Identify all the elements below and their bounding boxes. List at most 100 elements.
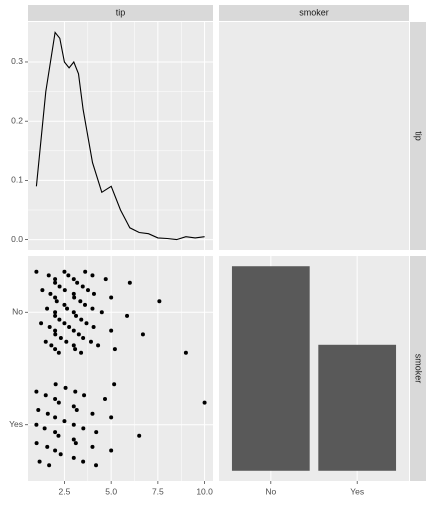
point bbox=[71, 328, 76, 333]
point bbox=[71, 455, 76, 460]
point bbox=[81, 336, 86, 341]
point bbox=[45, 411, 50, 416]
point bbox=[53, 347, 58, 352]
point bbox=[109, 328, 114, 333]
strip-label: tip bbox=[414, 131, 424, 141]
point bbox=[112, 382, 117, 387]
point bbox=[99, 310, 104, 315]
density-line bbox=[35, 31, 205, 241]
point bbox=[79, 317, 84, 322]
point bbox=[47, 324, 52, 329]
point bbox=[53, 332, 58, 337]
point bbox=[53, 396, 58, 401]
point bbox=[71, 277, 76, 282]
point bbox=[53, 415, 58, 420]
strip-label: smoker bbox=[414, 354, 424, 384]
point bbox=[67, 324, 72, 329]
point bbox=[78, 299, 83, 304]
point bbox=[53, 310, 58, 315]
point bbox=[53, 448, 58, 453]
point bbox=[45, 306, 50, 311]
point bbox=[88, 339, 93, 344]
point bbox=[49, 343, 54, 348]
point bbox=[91, 291, 96, 296]
point bbox=[112, 347, 117, 352]
point bbox=[82, 393, 87, 398]
point bbox=[43, 339, 48, 344]
x-tick-label: 7.5 bbox=[152, 486, 164, 496]
y-tick-label: 0.0 bbox=[11, 234, 23, 244]
point bbox=[74, 313, 79, 318]
point bbox=[85, 288, 90, 293]
strip bbox=[28, 5, 213, 21]
point bbox=[53, 280, 58, 285]
strip bbox=[219, 5, 409, 21]
point bbox=[34, 269, 39, 274]
y-tick-label: Yes bbox=[9, 419, 23, 429]
point bbox=[64, 339, 69, 344]
point bbox=[58, 336, 63, 341]
x-tick-label: Yes bbox=[350, 486, 364, 496]
point bbox=[71, 422, 76, 427]
point bbox=[90, 411, 95, 416]
x-tick-label: 2.5 bbox=[59, 486, 71, 496]
point bbox=[84, 321, 89, 326]
point bbox=[81, 459, 86, 464]
point bbox=[94, 463, 99, 468]
x-tick-label: No bbox=[265, 486, 276, 496]
y-tick-label: No bbox=[12, 307, 23, 317]
point bbox=[63, 385, 68, 390]
point bbox=[109, 415, 114, 420]
point bbox=[62, 288, 67, 293]
point bbox=[71, 437, 76, 442]
point bbox=[137, 433, 142, 438]
point bbox=[102, 396, 107, 401]
point bbox=[157, 299, 162, 304]
point bbox=[46, 273, 51, 278]
point bbox=[43, 393, 48, 398]
strip bbox=[410, 22, 426, 250]
point bbox=[53, 430, 58, 435]
point bbox=[103, 277, 108, 282]
strip bbox=[410, 256, 426, 481]
point bbox=[56, 400, 61, 405]
point bbox=[183, 350, 188, 355]
point bbox=[96, 343, 101, 348]
point bbox=[90, 273, 95, 278]
point bbox=[127, 280, 132, 285]
point bbox=[53, 295, 58, 300]
bar bbox=[231, 266, 310, 471]
point bbox=[42, 426, 47, 431]
point bbox=[80, 284, 85, 289]
point bbox=[71, 343, 76, 348]
point bbox=[53, 382, 58, 387]
point bbox=[57, 317, 62, 322]
point bbox=[79, 350, 84, 355]
point bbox=[72, 295, 77, 300]
bar bbox=[318, 344, 397, 471]
point bbox=[71, 404, 76, 409]
point bbox=[53, 277, 58, 282]
x-tick-label: 5.0 bbox=[105, 486, 117, 496]
y-tick-label: 0.1 bbox=[11, 175, 23, 185]
point bbox=[73, 389, 78, 394]
point bbox=[39, 321, 44, 326]
point bbox=[65, 306, 70, 311]
strip-label: smoker bbox=[299, 7, 329, 17]
point bbox=[34, 441, 39, 446]
point bbox=[34, 422, 39, 427]
panel bbox=[219, 22, 409, 250]
point bbox=[73, 347, 78, 352]
point bbox=[82, 302, 87, 307]
x-tick-label: 10.0 bbox=[196, 486, 213, 496]
point bbox=[71, 291, 76, 296]
point bbox=[125, 313, 130, 318]
point bbox=[71, 310, 76, 315]
point bbox=[54, 299, 59, 304]
point bbox=[83, 269, 88, 274]
point bbox=[57, 284, 62, 289]
point bbox=[62, 419, 67, 424]
point bbox=[73, 441, 78, 446]
panel bbox=[28, 256, 213, 481]
